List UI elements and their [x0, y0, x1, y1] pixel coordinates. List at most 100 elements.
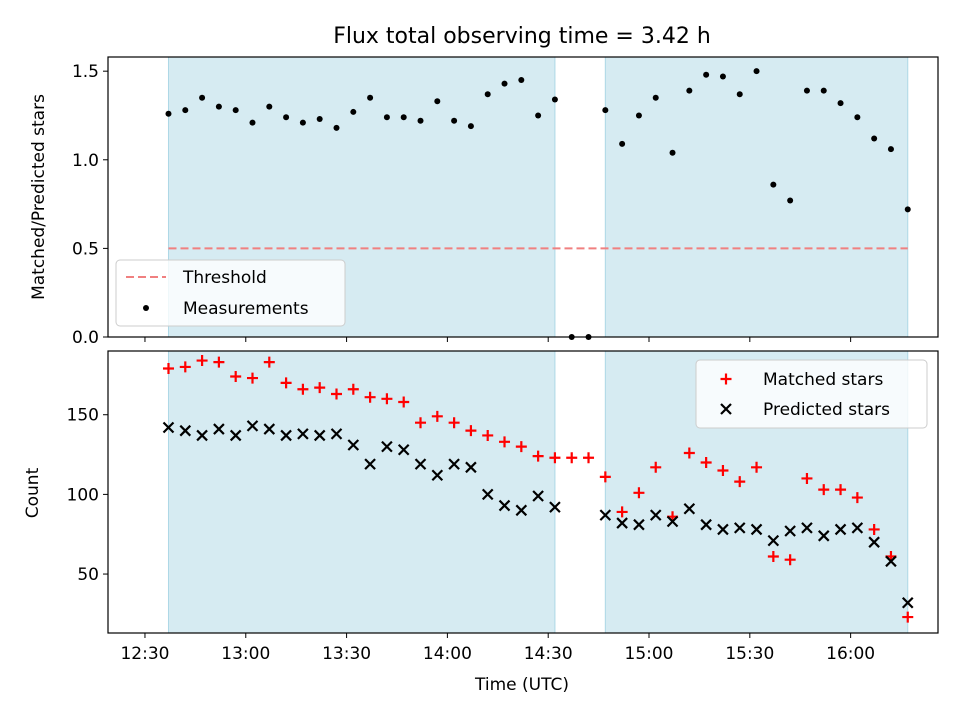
predicted-star-point [851, 522, 864, 534]
measurement-point [753, 68, 760, 75]
predicted-star-point [481, 488, 494, 501]
matched-star-point [751, 461, 763, 473]
predicted-star-point [549, 501, 561, 513]
observing-window-span [604, 56, 909, 338]
predicted-star-point [885, 555, 897, 568]
matched-star-point [448, 417, 460, 429]
measurement-point [703, 71, 710, 78]
count-panel: 50 100 150 12:30 13:00 13:30 14:00 14:30 15:00 15… [67, 350, 939, 664]
measurement-point [215, 103, 222, 110]
predicted-star-point [868, 536, 880, 548]
predicted-star-point [733, 522, 746, 534]
matched-star-point [902, 611, 914, 623]
matched-star-point [331, 388, 343, 400]
measurement-point [367, 94, 374, 101]
ratio-panel: 0.0 0.5 1.0 1.5 Threshold Measurements [72, 56, 939, 348]
x-tick-label: 12:30 [120, 644, 169, 664]
matched-star-point [398, 396, 410, 408]
axes-frame [107, 350, 939, 634]
matched-star-point [482, 429, 494, 441]
y-tick-label: 0.0 [72, 328, 99, 348]
matched-star-point [415, 417, 427, 429]
matched-star-point [683, 447, 695, 459]
legend: Threshold Measurements [115, 259, 346, 327]
measurement-point [451, 117, 458, 124]
measurement-point [904, 206, 911, 213]
matched-star-point [381, 393, 393, 405]
predicted-star-point [717, 523, 729, 536]
x-tick-label: 16:00 [826, 644, 875, 664]
predicted-star-point [700, 518, 712, 531]
matched-star-point [179, 361, 191, 373]
matched-star-point [818, 484, 830, 496]
measurement-point [820, 87, 827, 94]
predicted-star-point [633, 518, 645, 531]
legend-measurement-label: Measurements [183, 299, 309, 319]
predicted-star-point [515, 504, 528, 517]
predicted-star-point [448, 458, 460, 470]
matched-star-point [734, 476, 746, 488]
measurement-point [165, 110, 172, 117]
legend-measurement-swatch [143, 305, 149, 311]
matched-star-point [364, 391, 376, 403]
matched-star-point [431, 410, 443, 422]
predicted-star-point [280, 429, 292, 442]
matched-star-point [868, 523, 880, 535]
y-tick-label: 100 [67, 485, 99, 505]
matched-star-point [566, 452, 578, 464]
predicted-star-point [750, 523, 763, 536]
y-tick-label: 1.0 [72, 151, 99, 171]
predicted-star-point [330, 428, 343, 440]
measurement-point [316, 116, 323, 123]
x-tick-label: 14:00 [423, 644, 472, 664]
x-tick-label: 13:30 [322, 644, 371, 664]
matched-star-point [549, 452, 561, 464]
measurement-point [602, 107, 609, 114]
measurement-point [182, 107, 189, 114]
predicted-star-point [179, 424, 192, 437]
x-tick-label: 15:00 [625, 644, 674, 664]
matched-star-point [347, 383, 359, 395]
measurement-point [484, 91, 491, 98]
x-tick-label: 14:30 [524, 644, 573, 664]
matched-star-point [246, 372, 258, 384]
measurement-point [350, 108, 357, 115]
measurement-point [249, 119, 256, 126]
matched-star-point [213, 356, 225, 368]
matched-star-point [583, 452, 595, 464]
x-tick-label: 15:30 [725, 644, 774, 664]
measurement-point [551, 96, 558, 103]
top-y-axis-label: Matched/Predicted stars [29, 94, 49, 300]
matched-star-point [230, 370, 242, 382]
measurement-point [619, 140, 626, 147]
matched-star-point [499, 436, 511, 448]
matched-star-point [616, 506, 628, 518]
predicted-star-point [297, 428, 309, 440]
matched-star-point [650, 461, 662, 473]
matched-star-point [297, 383, 309, 395]
predicted-star-point [532, 490, 544, 502]
bottom-y-axis-label: Count [23, 467, 43, 518]
legend-predicted-label: Predicted stars [763, 400, 890, 420]
measurement-point [719, 73, 726, 80]
measurement-point [669, 149, 676, 156]
predicted-star-point [784, 525, 796, 537]
predicted-star-point [347, 439, 360, 451]
matched-star-point [280, 377, 292, 389]
matched-star-point [314, 382, 326, 394]
predicted-star-point [616, 517, 628, 529]
matched-star-point [835, 484, 847, 496]
predicted-star-point [196, 429, 208, 442]
measurement-point [283, 114, 290, 121]
measurement-point [434, 98, 441, 105]
measurement-point [383, 114, 390, 121]
predicted-star-point [817, 530, 830, 542]
measurement-point [535, 112, 542, 119]
legend-predicted-swatch [720, 403, 732, 415]
legend-frame [695, 359, 928, 429]
measurement-point [635, 112, 642, 119]
predicted-star-point [649, 509, 662, 521]
measurement-point [400, 114, 407, 121]
measurement-point [232, 107, 239, 114]
